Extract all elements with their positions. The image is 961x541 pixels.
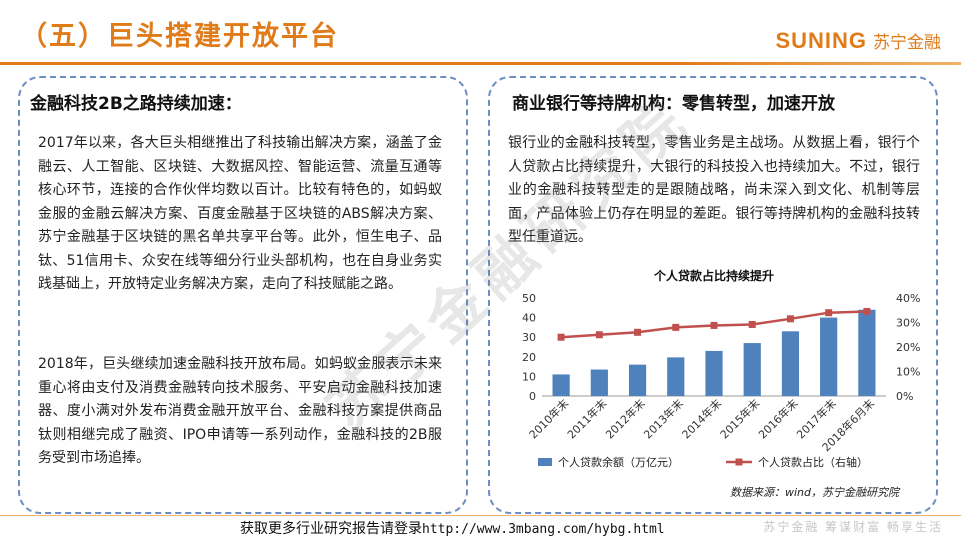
right-panel-heading: 商业银行等持牌机构：零售转型，加速开放 <box>508 89 839 114</box>
line-point <box>748 320 756 328</box>
right-axis-tick-label: 30% <box>896 317 920 330</box>
chart-title: 个人贷款占比持续提升 <box>653 268 774 283</box>
footer-divider <box>0 515 961 516</box>
x-axis-tick-label: 2014年末 <box>679 396 724 441</box>
legend-bar-swatch <box>538 458 552 466</box>
brand-logo: SUNING 苏宁金融 <box>775 28 941 54</box>
chart-bar <box>705 350 723 396</box>
chart-bar <box>590 369 608 396</box>
chart-bar <box>628 364 647 396</box>
chart-bar <box>781 331 800 396</box>
line-point <box>825 309 833 317</box>
legend-line-marker <box>735 458 743 466</box>
footer-link[interactable]: 获取更多行业研究报告请登录http://www.3mbang.com/hybg.… <box>240 518 665 538</box>
left-axis-tick-label: 30 <box>522 331 536 344</box>
left-axis-tick-label: 40 <box>522 312 536 325</box>
loan-chart: 个人贷款占比持续提升 0 10 20 30 40 50 0% 10% 20% 30% 40% 2010年… <box>522 268 920 469</box>
legend-bar-label: 个人贷款余额（万亿元） <box>558 455 679 469</box>
right-axis-tick-label: 40% <box>896 292 920 305</box>
chart-bar <box>820 317 838 396</box>
left-axis-tick-label: 10 <box>522 370 536 383</box>
right-axis-tick-label: 20% <box>896 341 920 354</box>
left-paragraph-2: 2018年，巨头继续加速金融科技开放布局。如蚂蚁金服表示未来重心将由支付及消费金… <box>38 356 442 466</box>
x-axis-tick-label: 2010年末 <box>526 396 571 441</box>
chart-bar <box>743 343 761 396</box>
left-axis-tick-label: 20 <box>522 351 536 364</box>
legend-line-label: 个人贷款占比（右轴） <box>758 455 868 469</box>
left-panel-heading: 金融科技2B之路持续加速： <box>26 89 246 114</box>
x-axis-tick-label: 2016年末 <box>755 396 800 441</box>
chart-source: 数据来源：wind，苏宁金融研究院 <box>730 486 900 499</box>
x-axis-tick-label: 2013年末 <box>641 396 686 441</box>
left-axis-tick-label: 50 <box>522 292 536 305</box>
x-axis-tick-label: 2015年末 <box>717 396 762 441</box>
footer-text: 获取更多行业研究报告请登录 <box>240 521 422 537</box>
left-axis-tick-label: 0 <box>529 390 536 403</box>
left-panel <box>18 76 468 514</box>
x-axis-tick-label: 2011年末 <box>564 396 609 441</box>
right-paragraph-1: 银行业的金融科技转型，零售业务是主战场。从数据上看，银行个人贷款占比持续提升，大… <box>508 135 920 245</box>
line-point <box>710 321 718 329</box>
line-point <box>557 333 565 341</box>
brand-logo-cn: 苏宁金融 <box>873 33 941 53</box>
footer-slogan: 苏宁金融 筹谋财富 畅享生活 <box>763 520 943 534</box>
left-paragraph-1: 2017年以来，各大巨头相继推出了科技输出解决方案，涵盖了金融云、人工智能、区块… <box>38 135 442 292</box>
line-point <box>786 315 794 323</box>
header-divider <box>0 62 961 65</box>
right-axis-tick-label: 0% <box>896 390 913 403</box>
x-axis-tick-label: 2012年末 <box>602 396 647 441</box>
right-axis-tick-label: 10% <box>896 366 920 379</box>
chart-bar <box>552 374 570 396</box>
page-title: （五）巨头搭建开放平台 <box>20 21 339 52</box>
line-point <box>863 307 871 315</box>
right-panel <box>488 76 938 514</box>
line-point <box>672 323 680 331</box>
line-point <box>634 328 642 336</box>
line-point <box>595 331 603 339</box>
chart-bar <box>667 357 685 396</box>
brand-logo-en: SUNING <box>775 28 867 53</box>
chart-bar <box>858 309 876 396</box>
footer-url[interactable]: http://www.3mbang.com/hybg.html <box>422 522 665 537</box>
